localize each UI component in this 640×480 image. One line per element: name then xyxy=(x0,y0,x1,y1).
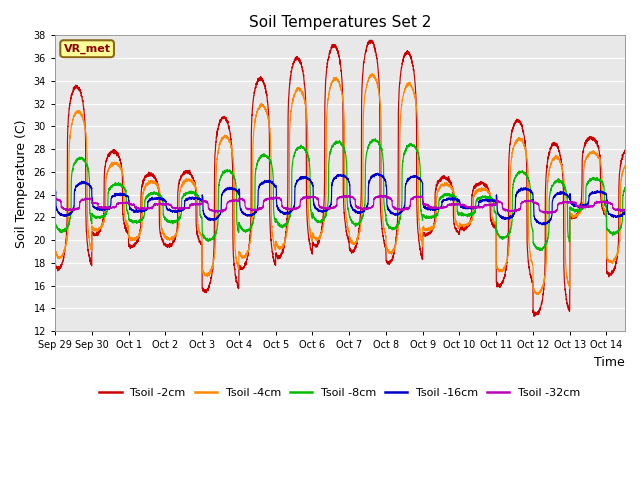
Legend: Tsoil -2cm, Tsoil -4cm, Tsoil -8cm, Tsoil -16cm, Tsoil -32cm: Tsoil -2cm, Tsoil -4cm, Tsoil -8cm, Tsoi… xyxy=(95,384,585,403)
Text: VR_met: VR_met xyxy=(63,44,111,54)
Y-axis label: Soil Temperature (C): Soil Temperature (C) xyxy=(15,119,28,248)
X-axis label: Time: Time xyxy=(594,356,625,369)
Title: Soil Temperatures Set 2: Soil Temperatures Set 2 xyxy=(249,15,431,30)
